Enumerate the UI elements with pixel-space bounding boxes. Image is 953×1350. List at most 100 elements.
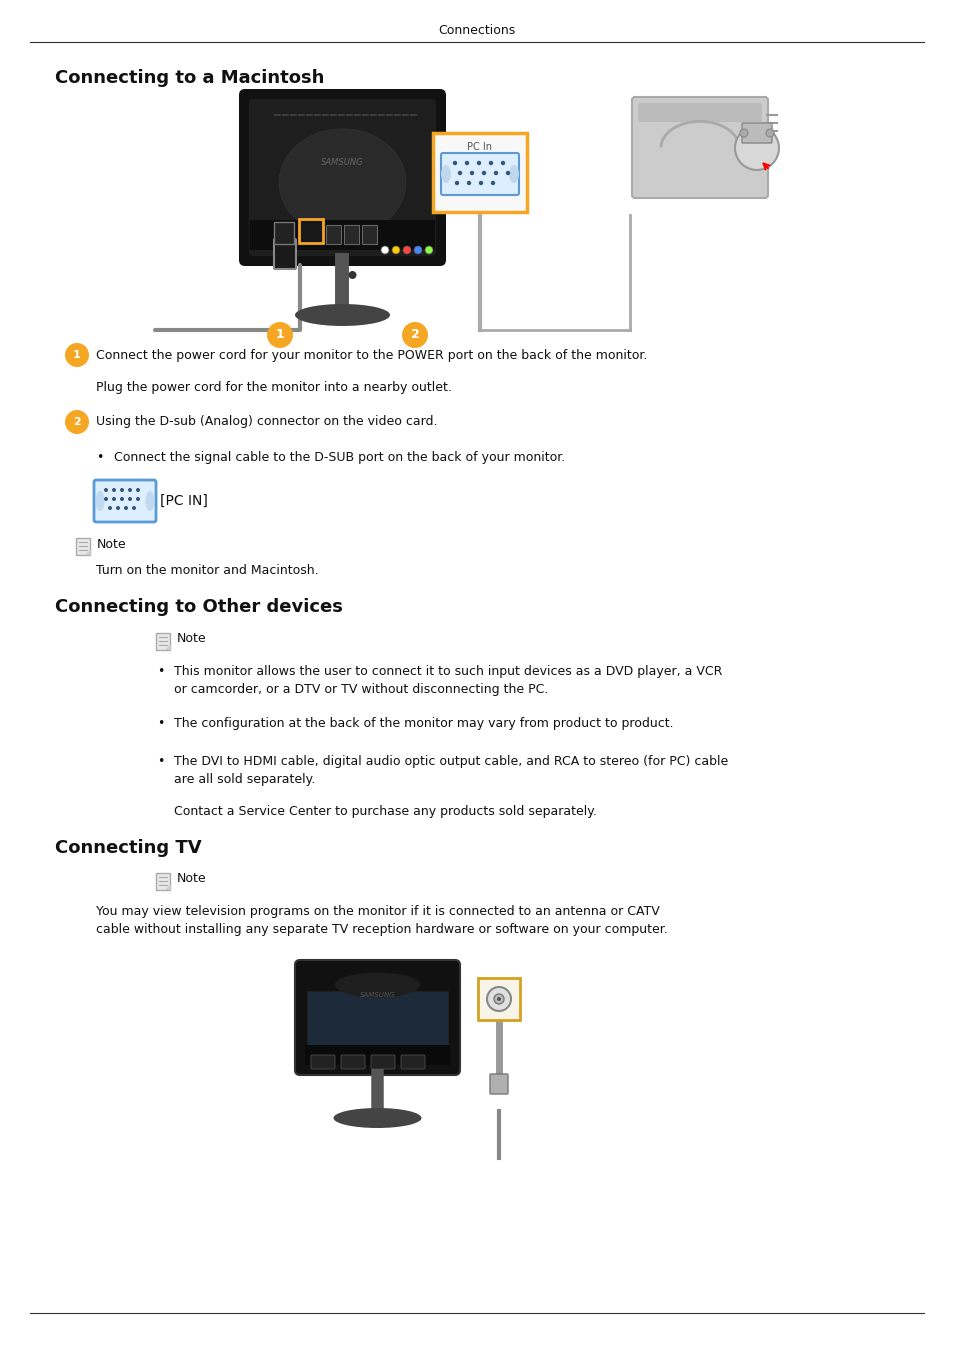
Circle shape (120, 497, 124, 501)
Circle shape (469, 171, 474, 176)
Text: Note: Note (177, 872, 207, 886)
FancyBboxPatch shape (344, 224, 359, 243)
FancyBboxPatch shape (156, 872, 171, 890)
Circle shape (455, 181, 458, 185)
FancyBboxPatch shape (298, 219, 323, 243)
Circle shape (478, 181, 482, 185)
Text: Connect the signal cable to the D-SUB port on the back of your monitor.: Connect the signal cable to the D-SUB po… (113, 451, 565, 463)
Circle shape (104, 497, 108, 501)
Text: •: • (157, 666, 164, 679)
FancyBboxPatch shape (490, 1075, 507, 1094)
FancyBboxPatch shape (294, 960, 459, 1075)
Ellipse shape (335, 972, 419, 998)
Circle shape (267, 323, 293, 348)
FancyBboxPatch shape (362, 224, 377, 243)
Text: SAMSUNG: SAMSUNG (359, 992, 395, 998)
FancyBboxPatch shape (274, 221, 294, 244)
Text: You may view television programs on the monitor if it is connected to an antenna: You may view television programs on the … (96, 906, 659, 918)
Text: •: • (96, 451, 103, 463)
Circle shape (112, 487, 116, 491)
Text: 1: 1 (275, 328, 284, 342)
FancyBboxPatch shape (239, 89, 446, 266)
Circle shape (65, 343, 89, 367)
FancyBboxPatch shape (250, 220, 435, 250)
Circle shape (348, 271, 356, 279)
Circle shape (132, 506, 136, 510)
Circle shape (497, 998, 500, 1000)
Text: Contact a Service Center to purchase any products sold separately.: Contact a Service Center to purchase any… (173, 806, 597, 818)
FancyBboxPatch shape (249, 99, 436, 256)
Text: PC In: PC In (467, 142, 492, 153)
Ellipse shape (294, 304, 390, 325)
Text: This monitor allows the user to connect it to such input devices as a DVD player: This monitor allows the user to connect … (173, 666, 721, 679)
Text: SAMSUNG: SAMSUNG (321, 158, 363, 167)
Ellipse shape (334, 1108, 421, 1129)
Circle shape (112, 497, 116, 501)
Polygon shape (166, 645, 170, 649)
FancyBboxPatch shape (638, 103, 761, 122)
Text: The DVI to HDMI cable, digital audio optic output cable, and RCA to stereo (for : The DVI to HDMI cable, digital audio opt… (173, 756, 727, 768)
Circle shape (136, 497, 140, 501)
FancyBboxPatch shape (156, 633, 171, 649)
Text: or camcorder, or a DTV or TV without disconnecting the PC.: or camcorder, or a DTV or TV without dis… (173, 683, 548, 697)
Circle shape (765, 130, 773, 136)
Ellipse shape (509, 165, 518, 184)
Circle shape (424, 246, 433, 254)
Text: [PC IN]: [PC IN] (160, 494, 208, 508)
Circle shape (380, 246, 389, 254)
FancyBboxPatch shape (76, 537, 91, 555)
Text: 1: 1 (73, 350, 81, 360)
Text: Turn on the monitor and Macintosh.: Turn on the monitor and Macintosh. (96, 563, 318, 576)
FancyBboxPatch shape (340, 1054, 365, 1069)
Text: Connections: Connections (438, 23, 515, 36)
Polygon shape (86, 549, 90, 553)
Text: Using the D-sub (Analog) connector on the video card.: Using the D-sub (Analog) connector on th… (96, 416, 437, 428)
FancyBboxPatch shape (400, 1054, 424, 1069)
FancyBboxPatch shape (433, 134, 526, 212)
Circle shape (104, 487, 108, 491)
Text: 2: 2 (73, 417, 81, 427)
FancyBboxPatch shape (326, 224, 341, 243)
Circle shape (136, 487, 140, 491)
Text: Connecting to Other devices: Connecting to Other devices (55, 598, 342, 616)
Circle shape (128, 497, 132, 501)
Text: •: • (157, 717, 164, 730)
Polygon shape (166, 886, 170, 890)
Circle shape (453, 161, 456, 165)
Ellipse shape (440, 165, 451, 184)
Text: Connecting TV: Connecting TV (55, 838, 201, 857)
Text: Note: Note (97, 537, 127, 551)
Circle shape (124, 506, 128, 510)
Circle shape (500, 161, 505, 165)
Circle shape (392, 246, 399, 254)
Text: The configuration at the back of the monitor may vary from product to product.: The configuration at the back of the mon… (173, 717, 673, 730)
Text: are all sold separately.: are all sold separately. (173, 774, 314, 787)
Circle shape (401, 323, 428, 348)
Circle shape (116, 506, 120, 510)
FancyBboxPatch shape (477, 977, 519, 1021)
FancyBboxPatch shape (305, 1045, 450, 1065)
Circle shape (65, 410, 89, 433)
Circle shape (488, 161, 493, 165)
Circle shape (120, 487, 124, 491)
Ellipse shape (95, 491, 105, 512)
FancyBboxPatch shape (745, 124, 767, 161)
Text: Note: Note (177, 633, 207, 645)
FancyBboxPatch shape (371, 1054, 395, 1069)
Circle shape (734, 126, 779, 170)
Ellipse shape (146, 491, 154, 512)
Circle shape (402, 246, 411, 254)
Circle shape (740, 130, 747, 136)
Text: 2: 2 (410, 328, 419, 342)
Circle shape (466, 181, 471, 185)
Text: Connect the power cord for your monitor to the POWER port on the back of the mon: Connect the power cord for your monitor … (96, 348, 647, 362)
FancyBboxPatch shape (311, 1054, 335, 1069)
Circle shape (494, 994, 503, 1004)
Circle shape (494, 171, 497, 176)
Circle shape (414, 246, 421, 254)
Circle shape (505, 171, 510, 176)
FancyBboxPatch shape (631, 97, 767, 198)
Circle shape (481, 171, 486, 176)
Ellipse shape (279, 128, 405, 236)
Circle shape (128, 487, 132, 491)
